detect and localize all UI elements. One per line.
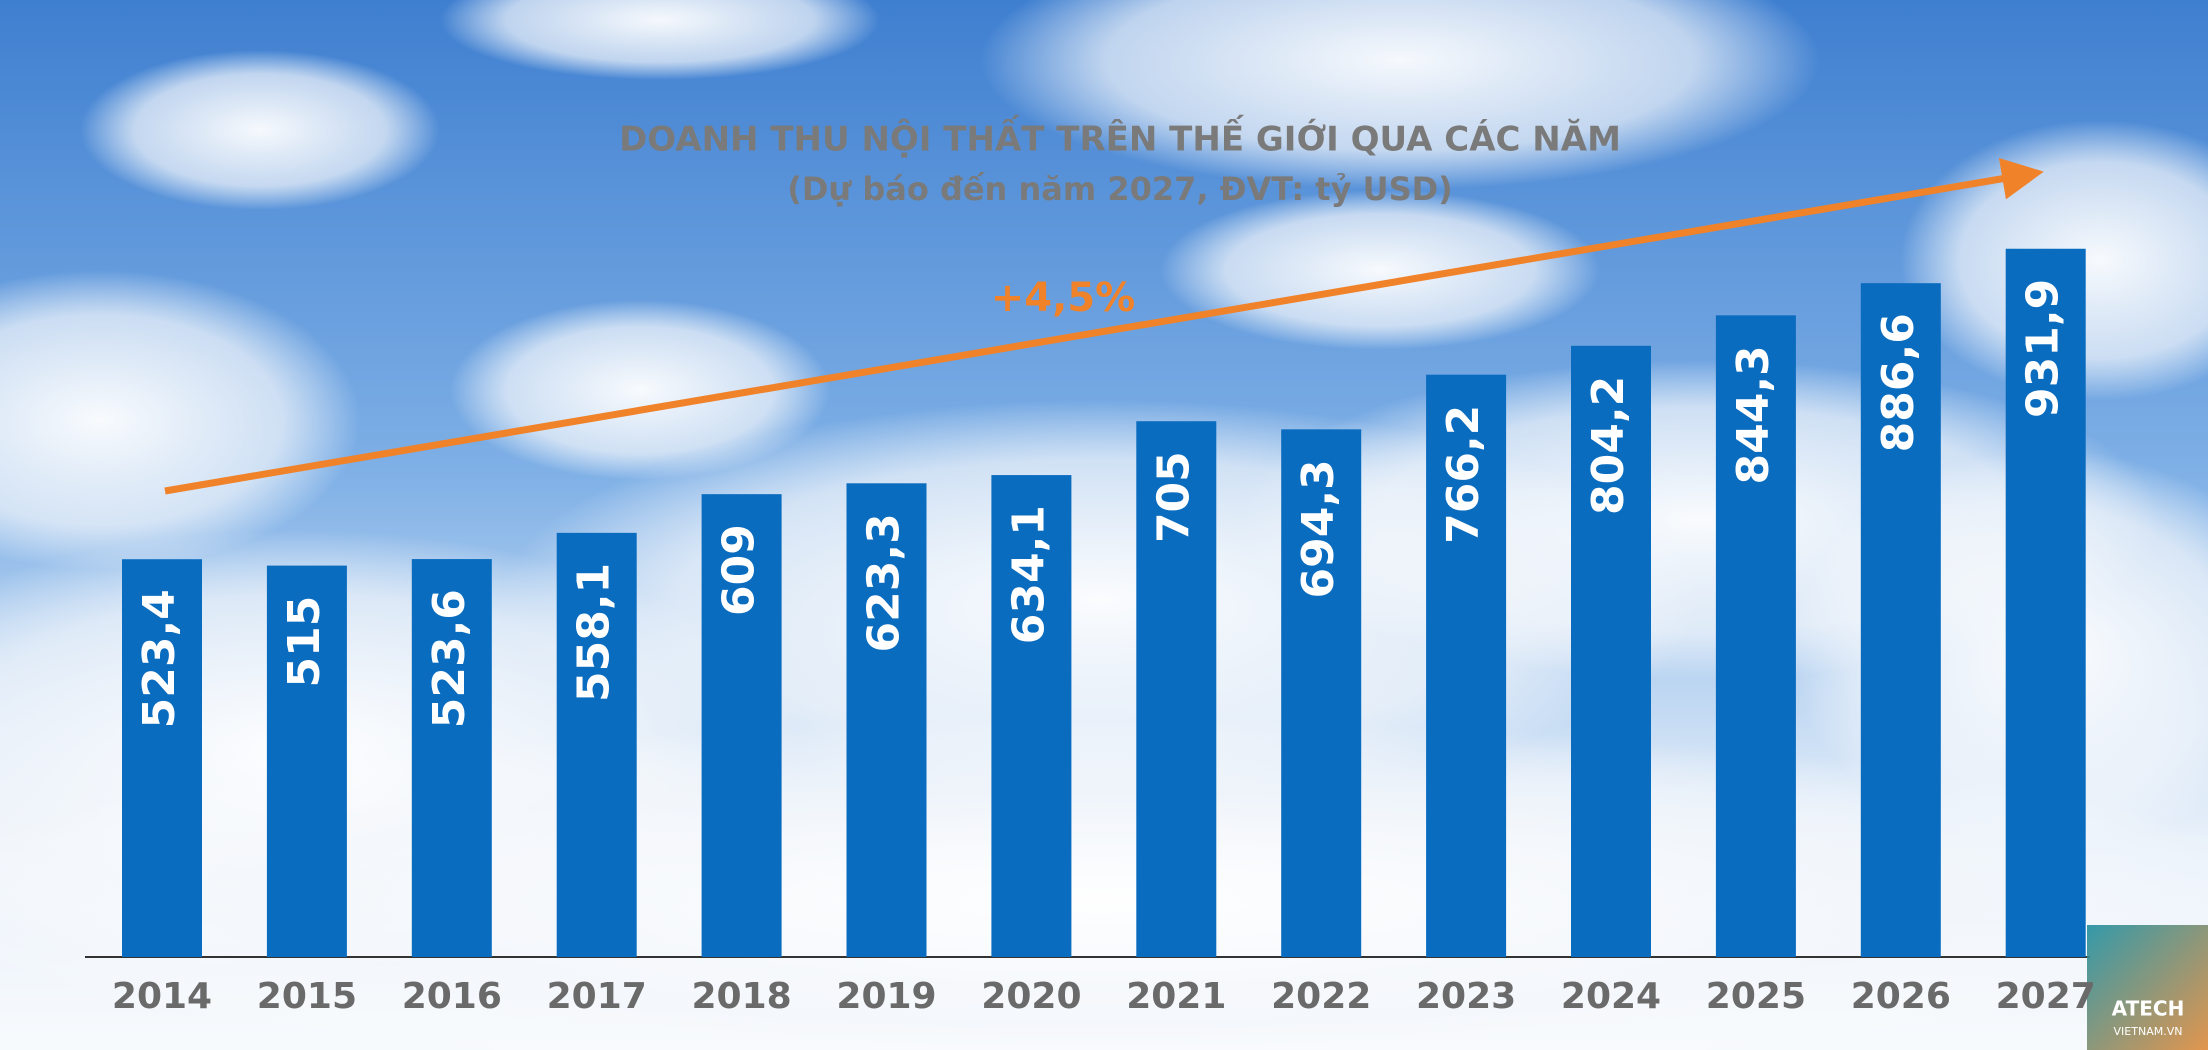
watermark-box (2087, 925, 2208, 1050)
bar (1136, 421, 1217, 957)
value-label: 766,2 (1438, 405, 1489, 544)
watermark: ATECH VIETNAM.VN (2087, 925, 2208, 1050)
x-tick-label: 2019 (836, 976, 936, 1017)
bar (1426, 374, 1507, 957)
value-label: 558,1 (569, 563, 620, 702)
x-tick-label: 2015 (257, 976, 357, 1017)
x-tick-label: 2018 (691, 976, 791, 1017)
bar (1860, 283, 1941, 958)
growth-annotation: +4,5% (991, 275, 1135, 321)
x-tick-label: 2016 (402, 976, 502, 1017)
x-tick-label: 2020 (981, 976, 1081, 1017)
bar (1571, 345, 1651, 958)
bar (556, 532, 637, 957)
bar (846, 483, 927, 957)
bar (266, 565, 347, 957)
x-tick-label: 2022 (1271, 976, 1371, 1017)
bar (2005, 248, 2086, 958)
bar (1715, 315, 1796, 957)
value-label: 623,3 (859, 513, 910, 652)
x-tick-label: 2025 (1706, 976, 1806, 1017)
value-label: 515 (279, 596, 330, 688)
watermark-url: VIETNAM.VN (2114, 1025, 2183, 1038)
bar (122, 559, 202, 957)
value-label: 886,6 (1873, 313, 1924, 452)
value-label: 523,4 (134, 589, 185, 728)
x-tick-label: 2027 (1996, 976, 2096, 1017)
x-tick-label: 2014 (112, 976, 212, 1017)
chart-title: DOANH THU NỘI THẤT TRÊN THẾ GIỚI QUA CÁC… (619, 115, 1621, 160)
value-label: 931,9 (2018, 279, 2069, 418)
value-label: 804,2 (1583, 376, 1634, 515)
bar (411, 559, 492, 957)
trend-arrow (164, 157, 2044, 495)
bar (701, 494, 782, 957)
chart-subtitle: (Dự báo đến năm 2027, ĐVT: tỷ USD) (787, 170, 1453, 208)
value-label: 634,1 (1003, 505, 1054, 644)
x-tick-label: 2017 (547, 976, 647, 1017)
value-label: 844,3 (1728, 345, 1779, 484)
value-label: 705 (1148, 451, 1199, 543)
value-label: 694,3 (1293, 459, 1344, 598)
x-tick-label: 2024 (1561, 976, 1661, 1017)
x-tick-label: 2021 (1126, 976, 1226, 1017)
watermark-text: ATECH (2112, 997, 2185, 1021)
x-tick-label: 2023 (1416, 976, 1516, 1017)
x-tick-label: 2026 (1851, 976, 1951, 1017)
bar (1281, 429, 1362, 957)
value-label: 609 (714, 524, 765, 616)
value-label: 523,6 (424, 589, 475, 728)
bar (991, 475, 1072, 957)
